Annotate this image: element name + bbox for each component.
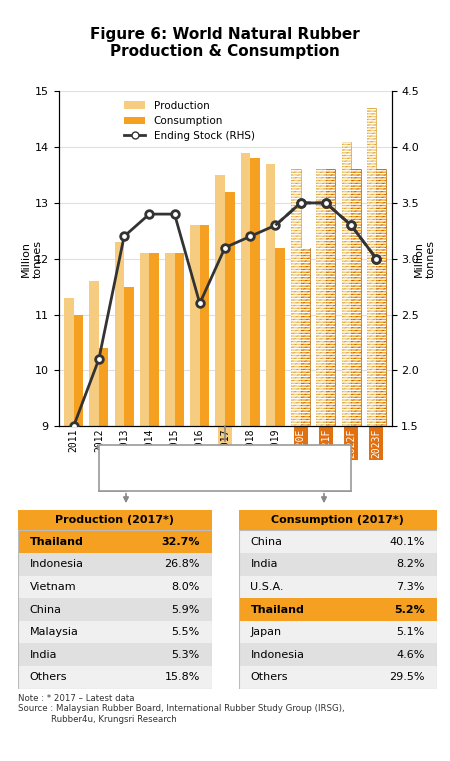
Bar bbox=[200, 225, 209, 761]
Bar bbox=[291, 170, 301, 761]
Bar bbox=[316, 170, 326, 761]
Bar bbox=[216, 175, 225, 761]
Text: Malaysia: Malaysia bbox=[30, 627, 78, 637]
Text: China: China bbox=[250, 537, 283, 546]
Bar bbox=[342, 142, 351, 761]
Text: 29.5%: 29.5% bbox=[389, 673, 425, 683]
Bar bbox=[342, 142, 351, 761]
Bar bbox=[18, 553, 212, 575]
Text: Note : * 2017 – Latest data
Source : Malaysian Rubber Board, International Rubbe: Note : * 2017 – Latest data Source : Mal… bbox=[18, 694, 345, 724]
Bar bbox=[225, 192, 234, 761]
Bar bbox=[238, 644, 436, 666]
Bar bbox=[351, 170, 361, 761]
Bar bbox=[326, 170, 336, 761]
Bar bbox=[326, 170, 336, 761]
Bar bbox=[18, 666, 212, 689]
Bar bbox=[124, 287, 134, 761]
Bar bbox=[376, 170, 386, 761]
Bar bbox=[238, 553, 436, 575]
Text: U.S.A.: U.S.A. bbox=[250, 582, 284, 592]
Text: Vietnam: Vietnam bbox=[30, 582, 76, 592]
Bar bbox=[376, 170, 386, 761]
Bar bbox=[18, 530, 212, 689]
Bar bbox=[238, 575, 436, 598]
FancyBboxPatch shape bbox=[233, 505, 442, 536]
Text: Share of World NR
Production and Consumption: Share of World NR Production and Consump… bbox=[129, 454, 321, 482]
Text: 5.3%: 5.3% bbox=[171, 650, 200, 660]
Text: Thailand: Thailand bbox=[250, 604, 304, 615]
Bar bbox=[64, 298, 74, 761]
Bar bbox=[351, 170, 361, 761]
Bar bbox=[190, 225, 200, 761]
Bar bbox=[367, 108, 376, 761]
Bar bbox=[165, 253, 175, 761]
Text: 8.2%: 8.2% bbox=[396, 559, 425, 569]
Bar bbox=[367, 108, 376, 761]
Bar bbox=[316, 170, 326, 761]
Bar bbox=[99, 348, 108, 761]
Bar bbox=[250, 158, 260, 761]
Bar bbox=[367, 108, 376, 761]
Bar bbox=[18, 575, 212, 598]
Text: 5.5%: 5.5% bbox=[171, 627, 200, 637]
Bar bbox=[326, 170, 336, 761]
Text: 32.7%: 32.7% bbox=[162, 537, 200, 546]
Y-axis label: Million
tonnes: Million tonnes bbox=[414, 240, 435, 278]
Text: Consumption (2017*): Consumption (2017*) bbox=[271, 515, 404, 525]
Text: Japan: Japan bbox=[250, 627, 282, 637]
Text: Figure 6: World Natural Rubber
Production & Consumption: Figure 6: World Natural Rubber Productio… bbox=[90, 27, 360, 59]
Text: China: China bbox=[30, 604, 62, 615]
Bar bbox=[238, 598, 436, 621]
Text: Indonesia: Indonesia bbox=[250, 650, 304, 660]
Text: 40.1%: 40.1% bbox=[389, 537, 425, 546]
Bar bbox=[291, 170, 301, 761]
Text: Thailand: Thailand bbox=[30, 537, 84, 546]
Bar bbox=[18, 644, 212, 666]
Bar bbox=[238, 621, 436, 644]
Bar bbox=[351, 170, 361, 761]
Bar bbox=[301, 247, 310, 761]
Bar bbox=[149, 253, 159, 761]
Bar bbox=[89, 281, 99, 761]
Text: Indonesia: Indonesia bbox=[30, 559, 84, 569]
Bar bbox=[342, 142, 351, 761]
Legend: Production, Consumption, Ending Stock (RHS): Production, Consumption, Ending Stock (R… bbox=[120, 97, 259, 145]
Bar bbox=[376, 170, 386, 761]
Bar bbox=[241, 153, 250, 761]
Bar bbox=[238, 530, 436, 689]
Text: 5.9%: 5.9% bbox=[171, 604, 200, 615]
Bar bbox=[18, 530, 212, 553]
Bar bbox=[316, 170, 326, 761]
Bar bbox=[114, 242, 124, 761]
Text: 5.2%: 5.2% bbox=[394, 604, 425, 615]
FancyBboxPatch shape bbox=[12, 505, 217, 536]
Bar bbox=[301, 247, 310, 761]
Bar bbox=[175, 253, 184, 761]
Bar bbox=[301, 247, 310, 761]
Bar bbox=[238, 530, 436, 553]
Text: 15.8%: 15.8% bbox=[165, 673, 200, 683]
Text: 5.1%: 5.1% bbox=[396, 627, 425, 637]
Bar bbox=[18, 621, 212, 644]
Text: 4.6%: 4.6% bbox=[396, 650, 425, 660]
Bar bbox=[74, 314, 83, 761]
Text: Production (2017*): Production (2017*) bbox=[55, 515, 174, 525]
Bar bbox=[275, 247, 285, 761]
Y-axis label: Million
tonnes: Million tonnes bbox=[21, 240, 43, 278]
Bar bbox=[291, 170, 301, 761]
Text: India: India bbox=[30, 650, 57, 660]
Text: 26.8%: 26.8% bbox=[164, 559, 200, 569]
Text: 7.3%: 7.3% bbox=[396, 582, 425, 592]
Bar bbox=[140, 253, 149, 761]
Bar bbox=[18, 598, 212, 621]
Text: India: India bbox=[250, 559, 278, 569]
Text: 8.0%: 8.0% bbox=[171, 582, 200, 592]
Bar bbox=[266, 164, 275, 761]
Bar bbox=[238, 666, 436, 689]
Text: Others: Others bbox=[30, 673, 67, 683]
Text: Others: Others bbox=[250, 673, 288, 683]
